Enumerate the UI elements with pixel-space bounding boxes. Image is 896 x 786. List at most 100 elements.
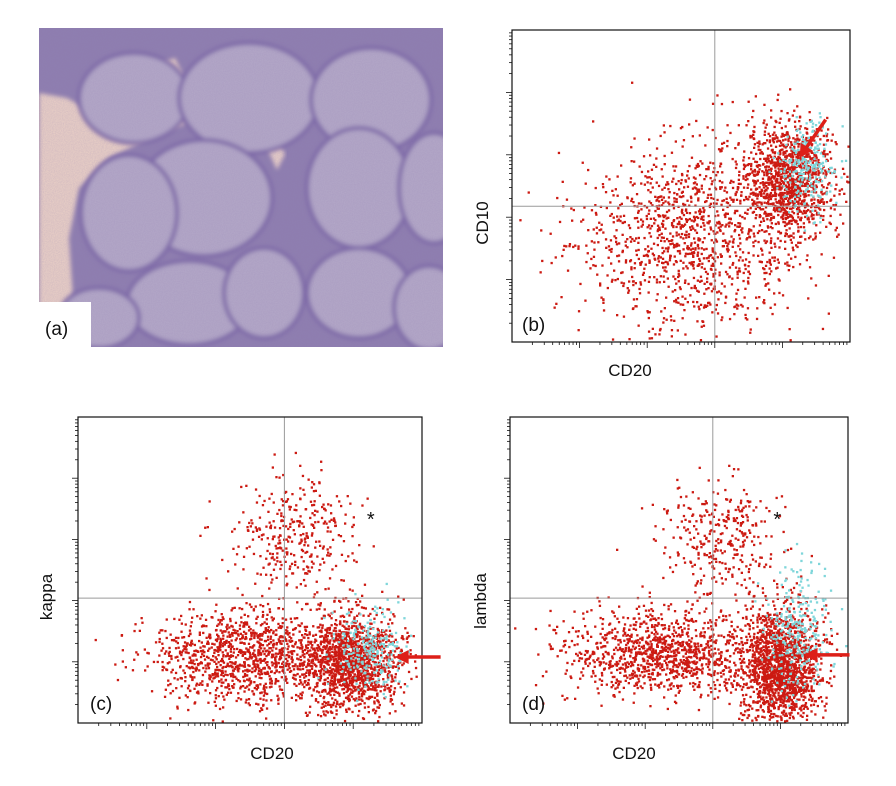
event-dot — [279, 655, 282, 658]
event-dot — [303, 656, 306, 659]
event-dot — [738, 225, 741, 228]
event-dot — [246, 623, 249, 626]
event-dot — [692, 267, 695, 270]
event-dot — [196, 615, 199, 618]
event-dot — [750, 135, 753, 138]
event-dot — [394, 665, 398, 668]
event-dot — [778, 246, 781, 249]
event-dot — [321, 689, 324, 692]
event-dot — [204, 664, 207, 667]
event-dot — [706, 221, 709, 224]
event-dot — [333, 693, 336, 696]
event-dot — [751, 198, 754, 201]
event-dot — [310, 694, 314, 697]
event-dot — [846, 175, 849, 178]
event-dot — [351, 625, 354, 628]
event-dot — [218, 643, 222, 646]
event-dot — [821, 327, 825, 331]
event-dot — [358, 661, 361, 665]
event-dot — [383, 689, 386, 692]
event-dot — [781, 148, 784, 151]
event-dot — [208, 677, 211, 680]
event-dot — [359, 678, 362, 681]
event-dot — [746, 318, 749, 321]
event-dot — [694, 211, 697, 214]
event-dot — [657, 214, 660, 217]
event-dot — [805, 171, 808, 174]
event-dot — [242, 622, 246, 625]
event-dot — [337, 650, 341, 653]
event-dot — [784, 262, 787, 265]
event-dot — [329, 684, 332, 687]
event-dot — [803, 194, 806, 198]
event-dot — [672, 275, 675, 278]
event-dot — [341, 642, 344, 645]
event-dot — [243, 642, 246, 645]
event-dot — [735, 254, 738, 258]
event-dot — [347, 694, 350, 697]
event-dot — [268, 631, 271, 634]
event-dot — [370, 665, 373, 668]
event-dot — [801, 184, 804, 187]
event-dot — [795, 193, 799, 196]
event-dot — [815, 185, 818, 189]
event-dot — [360, 656, 363, 659]
event-dot — [745, 175, 748, 178]
event-dot — [763, 173, 766, 177]
event-dot — [239, 632, 242, 635]
event-dot — [390, 674, 393, 677]
event-dot — [366, 685, 369, 688]
panel-letter-b: (b) — [522, 315, 545, 336]
event-dot — [804, 172, 807, 175]
event-dot — [677, 275, 680, 279]
event-dot — [661, 225, 664, 228]
event-dot — [686, 301, 689, 304]
event-dot — [363, 636, 366, 640]
event-dot — [248, 677, 251, 680]
event-dot — [730, 235, 733, 238]
event-dot — [775, 267, 778, 270]
event-dot — [766, 213, 769, 216]
event-dot — [798, 120, 801, 123]
event-dot — [293, 617, 296, 620]
event-dot — [308, 673, 311, 677]
event-dot — [767, 212, 771, 216]
event-dot — [273, 671, 276, 675]
event-dot — [803, 144, 807, 147]
event-dot — [381, 665, 385, 668]
event-dot — [340, 606, 343, 609]
event-dot — [204, 618, 208, 621]
event-dot — [813, 169, 816, 172]
event-dot — [285, 629, 288, 632]
event-dot — [342, 700, 346, 703]
event-dot — [776, 172, 780, 175]
event-dot — [765, 181, 768, 184]
event-dot — [393, 650, 397, 653]
event-dot — [270, 670, 273, 674]
event-dot — [287, 651, 290, 654]
event-dot — [686, 252, 690, 256]
event-dot — [794, 204, 797, 207]
event-dot — [315, 652, 318, 655]
event-dot — [365, 634, 368, 637]
event-dot — [577, 245, 580, 248]
event-dot — [753, 180, 757, 183]
event-dot — [726, 139, 729, 143]
event-dot — [193, 643, 196, 647]
event-dot — [792, 203, 795, 206]
event-dot — [794, 166, 797, 169]
event-dot — [697, 216, 700, 220]
event-dot — [300, 639, 303, 642]
event-dot — [825, 193, 828, 196]
event-dot — [338, 646, 341, 649]
event-dot — [753, 168, 756, 172]
event-dot — [793, 109, 796, 112]
event-dot — [276, 694, 279, 697]
event-dot — [667, 196, 671, 199]
event-dot — [643, 236, 646, 240]
event-dot — [813, 198, 816, 201]
event-dot — [743, 217, 746, 220]
event-dot — [685, 211, 689, 214]
event-dot — [663, 163, 666, 166]
event-dot — [773, 155, 776, 158]
